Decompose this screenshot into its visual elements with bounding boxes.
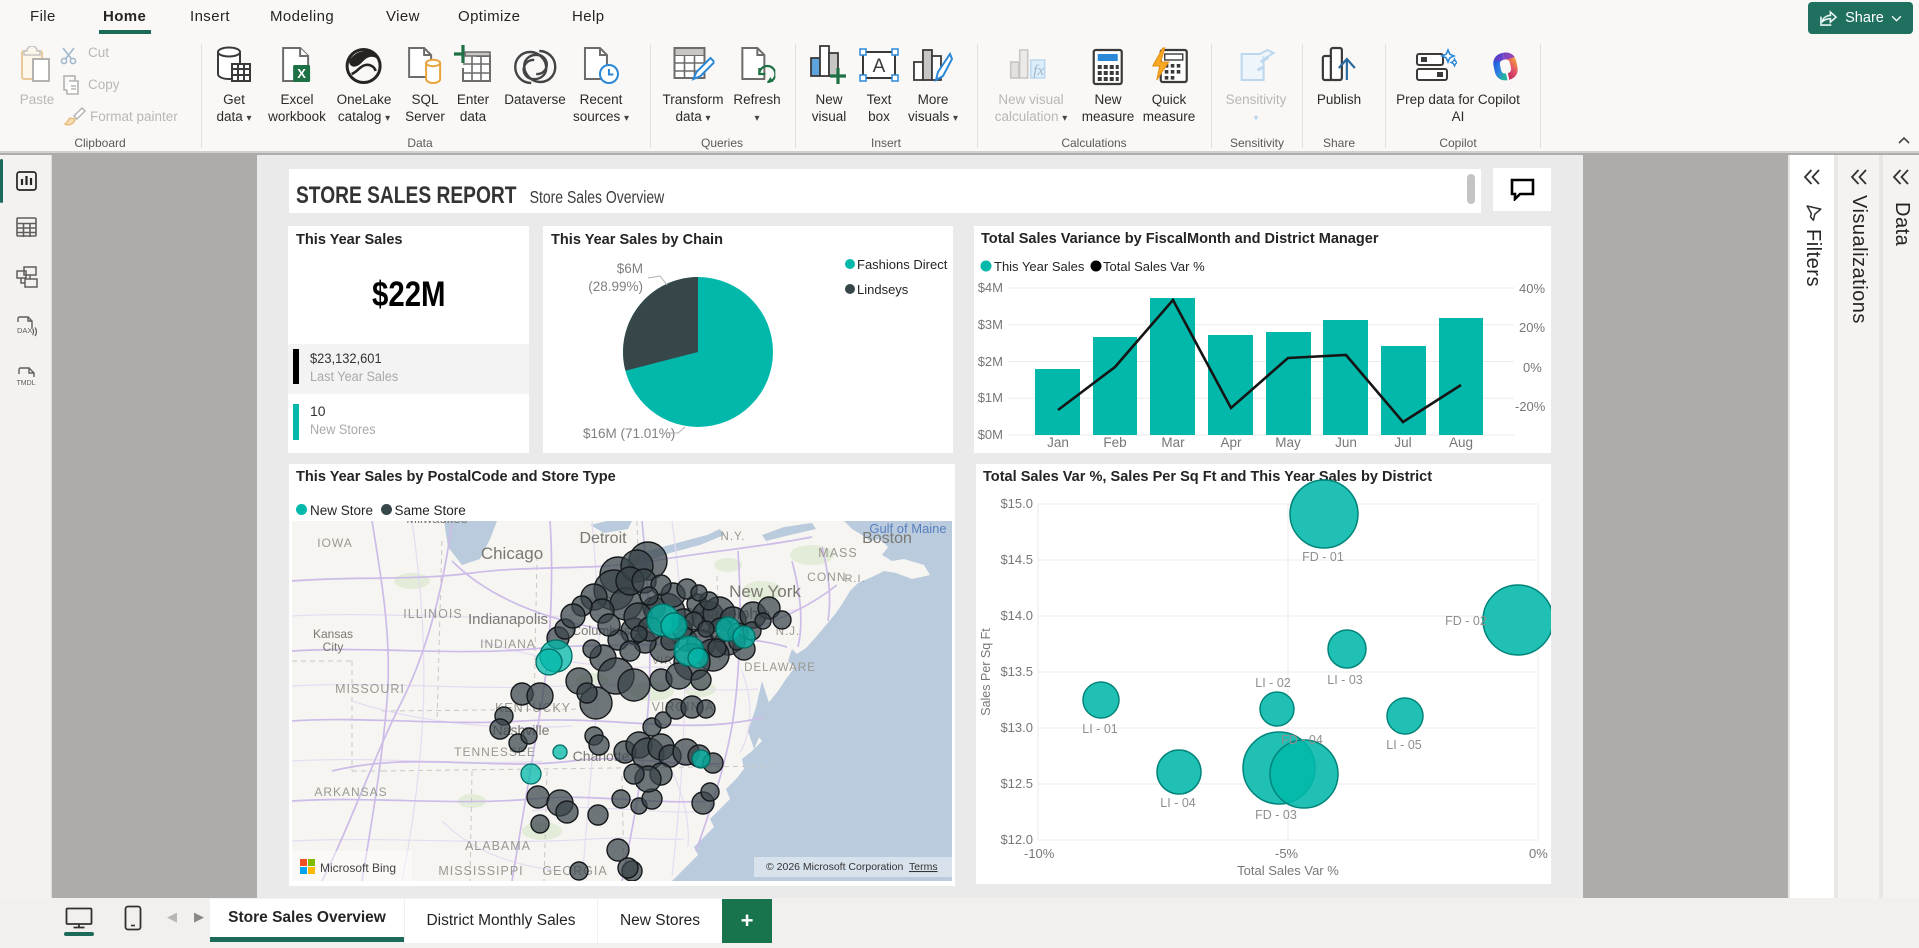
svg-text:-10%: -10%	[1024, 846, 1055, 861]
svg-text:TMDL: TMDL	[17, 380, 36, 387]
svg-text:FD - 03: FD - 03	[1255, 808, 1297, 822]
svg-text:KENTUCKY: KENTUCKY	[495, 701, 571, 715]
svg-text:$13.5: $13.5	[1000, 664, 1033, 679]
svg-text:MISSISSIPPI: MISSISSIPPI	[438, 864, 523, 878]
svg-text:Gulf of Maine: Gulf of Maine	[869, 521, 946, 536]
svg-text:Jul: Jul	[1394, 435, 1411, 450]
svg-text:A: A	[873, 56, 886, 77]
svg-text:FD - 01: FD - 01	[1302, 550, 1344, 564]
svg-text:$14.5: $14.5	[1000, 552, 1033, 567]
svg-text:$1M: $1M	[978, 390, 1003, 405]
svg-text:May: May	[1275, 435, 1301, 450]
svg-text:LI - 04: LI - 04	[1160, 796, 1195, 810]
svg-text:LI - 02: LI - 02	[1255, 676, 1290, 690]
svg-text:$16M (71.01%): $16M (71.01%)	[583, 426, 675, 441]
svg-text:Lindseys: Lindseys	[857, 282, 909, 297]
svg-text:$12.0: $12.0	[1000, 832, 1033, 847]
svg-text:$2M: $2M	[978, 354, 1003, 369]
svg-text:Terms: Terms	[909, 861, 938, 873]
svg-text:City: City	[323, 640, 344, 654]
svg-text:fx: fx	[1034, 63, 1045, 79]
svg-text:N.Y.: N.Y.	[721, 531, 746, 543]
svg-text:MASS: MASS	[818, 546, 857, 560]
svg-text:Sales Per Sq Ft: Sales Per Sq Ft	[979, 628, 993, 716]
svg-text:MISSOURI: MISSOURI	[335, 682, 405, 696]
svg-text:X: X	[297, 66, 306, 81]
svg-text:DAX: DAX	[17, 326, 32, 335]
svg-text:FD - 04: FD - 04	[1281, 733, 1323, 747]
svg-text:Aug: Aug	[1449, 435, 1473, 450]
svg-text:IOWA: IOWA	[317, 536, 353, 550]
svg-text:ARKANSAS: ARKANSAS	[314, 785, 387, 799]
svg-text:$3M: $3M	[978, 317, 1003, 332]
svg-text:New York: New York	[729, 582, 801, 601]
svg-text:$14.0: $14.0	[1000, 608, 1033, 623]
svg-text:-5%: -5%	[1275, 846, 1299, 861]
svg-text:INDIANA: INDIANA	[480, 637, 536, 651]
svg-text:Microsoft Bing: Microsoft Bing	[320, 861, 396, 875]
svg-text:$0M: $0M	[978, 427, 1003, 442]
svg-text:0%: 0%	[1529, 846, 1548, 861]
svg-text:LI - 03: LI - 03	[1327, 673, 1362, 687]
svg-text:$4M: $4M	[978, 280, 1003, 295]
svg-text:$6M: $6M	[617, 261, 643, 276]
svg-text:40%: 40%	[1519, 281, 1545, 296]
svg-text:FD - 02: FD - 02	[1445, 614, 1487, 628]
svg-text:0%: 0%	[1523, 360, 1542, 375]
svg-text:LI - 05: LI - 05	[1386, 738, 1421, 752]
svg-text:Jun: Jun	[1335, 435, 1357, 450]
svg-text:Jan: Jan	[1047, 435, 1069, 450]
svg-text:$13.0: $13.0	[1000, 720, 1033, 735]
svg-text:Boston: Boston	[862, 530, 912, 547]
svg-text:Total Sales Var %: Total Sales Var %	[1237, 863, 1339, 878]
svg-text:Apr: Apr	[1220, 435, 1242, 450]
svg-text:Indianapolis: Indianapolis	[468, 611, 548, 628]
svg-text:Chicago: Chicago	[481, 544, 543, 563]
svg-text:R.I.: R.I.	[844, 573, 865, 585]
svg-text:Kansas: Kansas	[313, 627, 353, 641]
svg-text:ILLINOIS: ILLINOIS	[403, 607, 462, 621]
svg-text:CONN.: CONN.	[807, 570, 851, 584]
svg-text:Milwaukee: Milwaukee	[406, 521, 467, 526]
svg-text:-20%: -20%	[1515, 399, 1546, 414]
svg-text:LI - 01: LI - 01	[1082, 722, 1117, 736]
svg-text:ALABAMA: ALABAMA	[465, 839, 531, 853]
svg-text:(28.99%): (28.99%)	[588, 279, 643, 294]
svg-text:Feb: Feb	[1103, 435, 1126, 450]
svg-text:DELAWARE: DELAWARE	[744, 662, 816, 674]
svg-text:20%: 20%	[1519, 320, 1545, 335]
svg-text:Fashions Direct: Fashions Direct	[857, 257, 948, 272]
svg-text:Detroit: Detroit	[579, 530, 627, 547]
svg-text:$15.0: $15.0	[1000, 496, 1033, 511]
svg-text:Total Sales Var %: Total Sales Var %	[1103, 259, 1205, 274]
svg-text:© 2026 Microsoft Corporation: © 2026 Microsoft Corporation	[766, 861, 903, 873]
svg-text:$12.5: $12.5	[1000, 776, 1033, 791]
svg-text:This Year Sales: This Year Sales	[994, 259, 1085, 274]
svg-text:Mar: Mar	[1161, 435, 1185, 450]
